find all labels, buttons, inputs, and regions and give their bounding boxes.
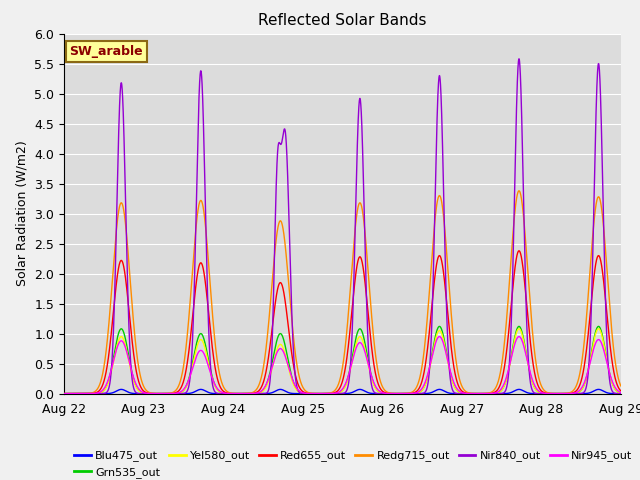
Legend: Blu475_out, Grn535_out, Yel580_out, Red655_out, Redg715_out, Nir840_out, Nir945_: Blu475_out, Grn535_out, Yel580_out, Red6…: [70, 446, 637, 480]
Y-axis label: Solar Radiation (W/m2): Solar Radiation (W/m2): [16, 141, 29, 287]
Title: Reflected Solar Bands: Reflected Solar Bands: [258, 13, 427, 28]
Text: SW_arable: SW_arable: [70, 45, 143, 58]
